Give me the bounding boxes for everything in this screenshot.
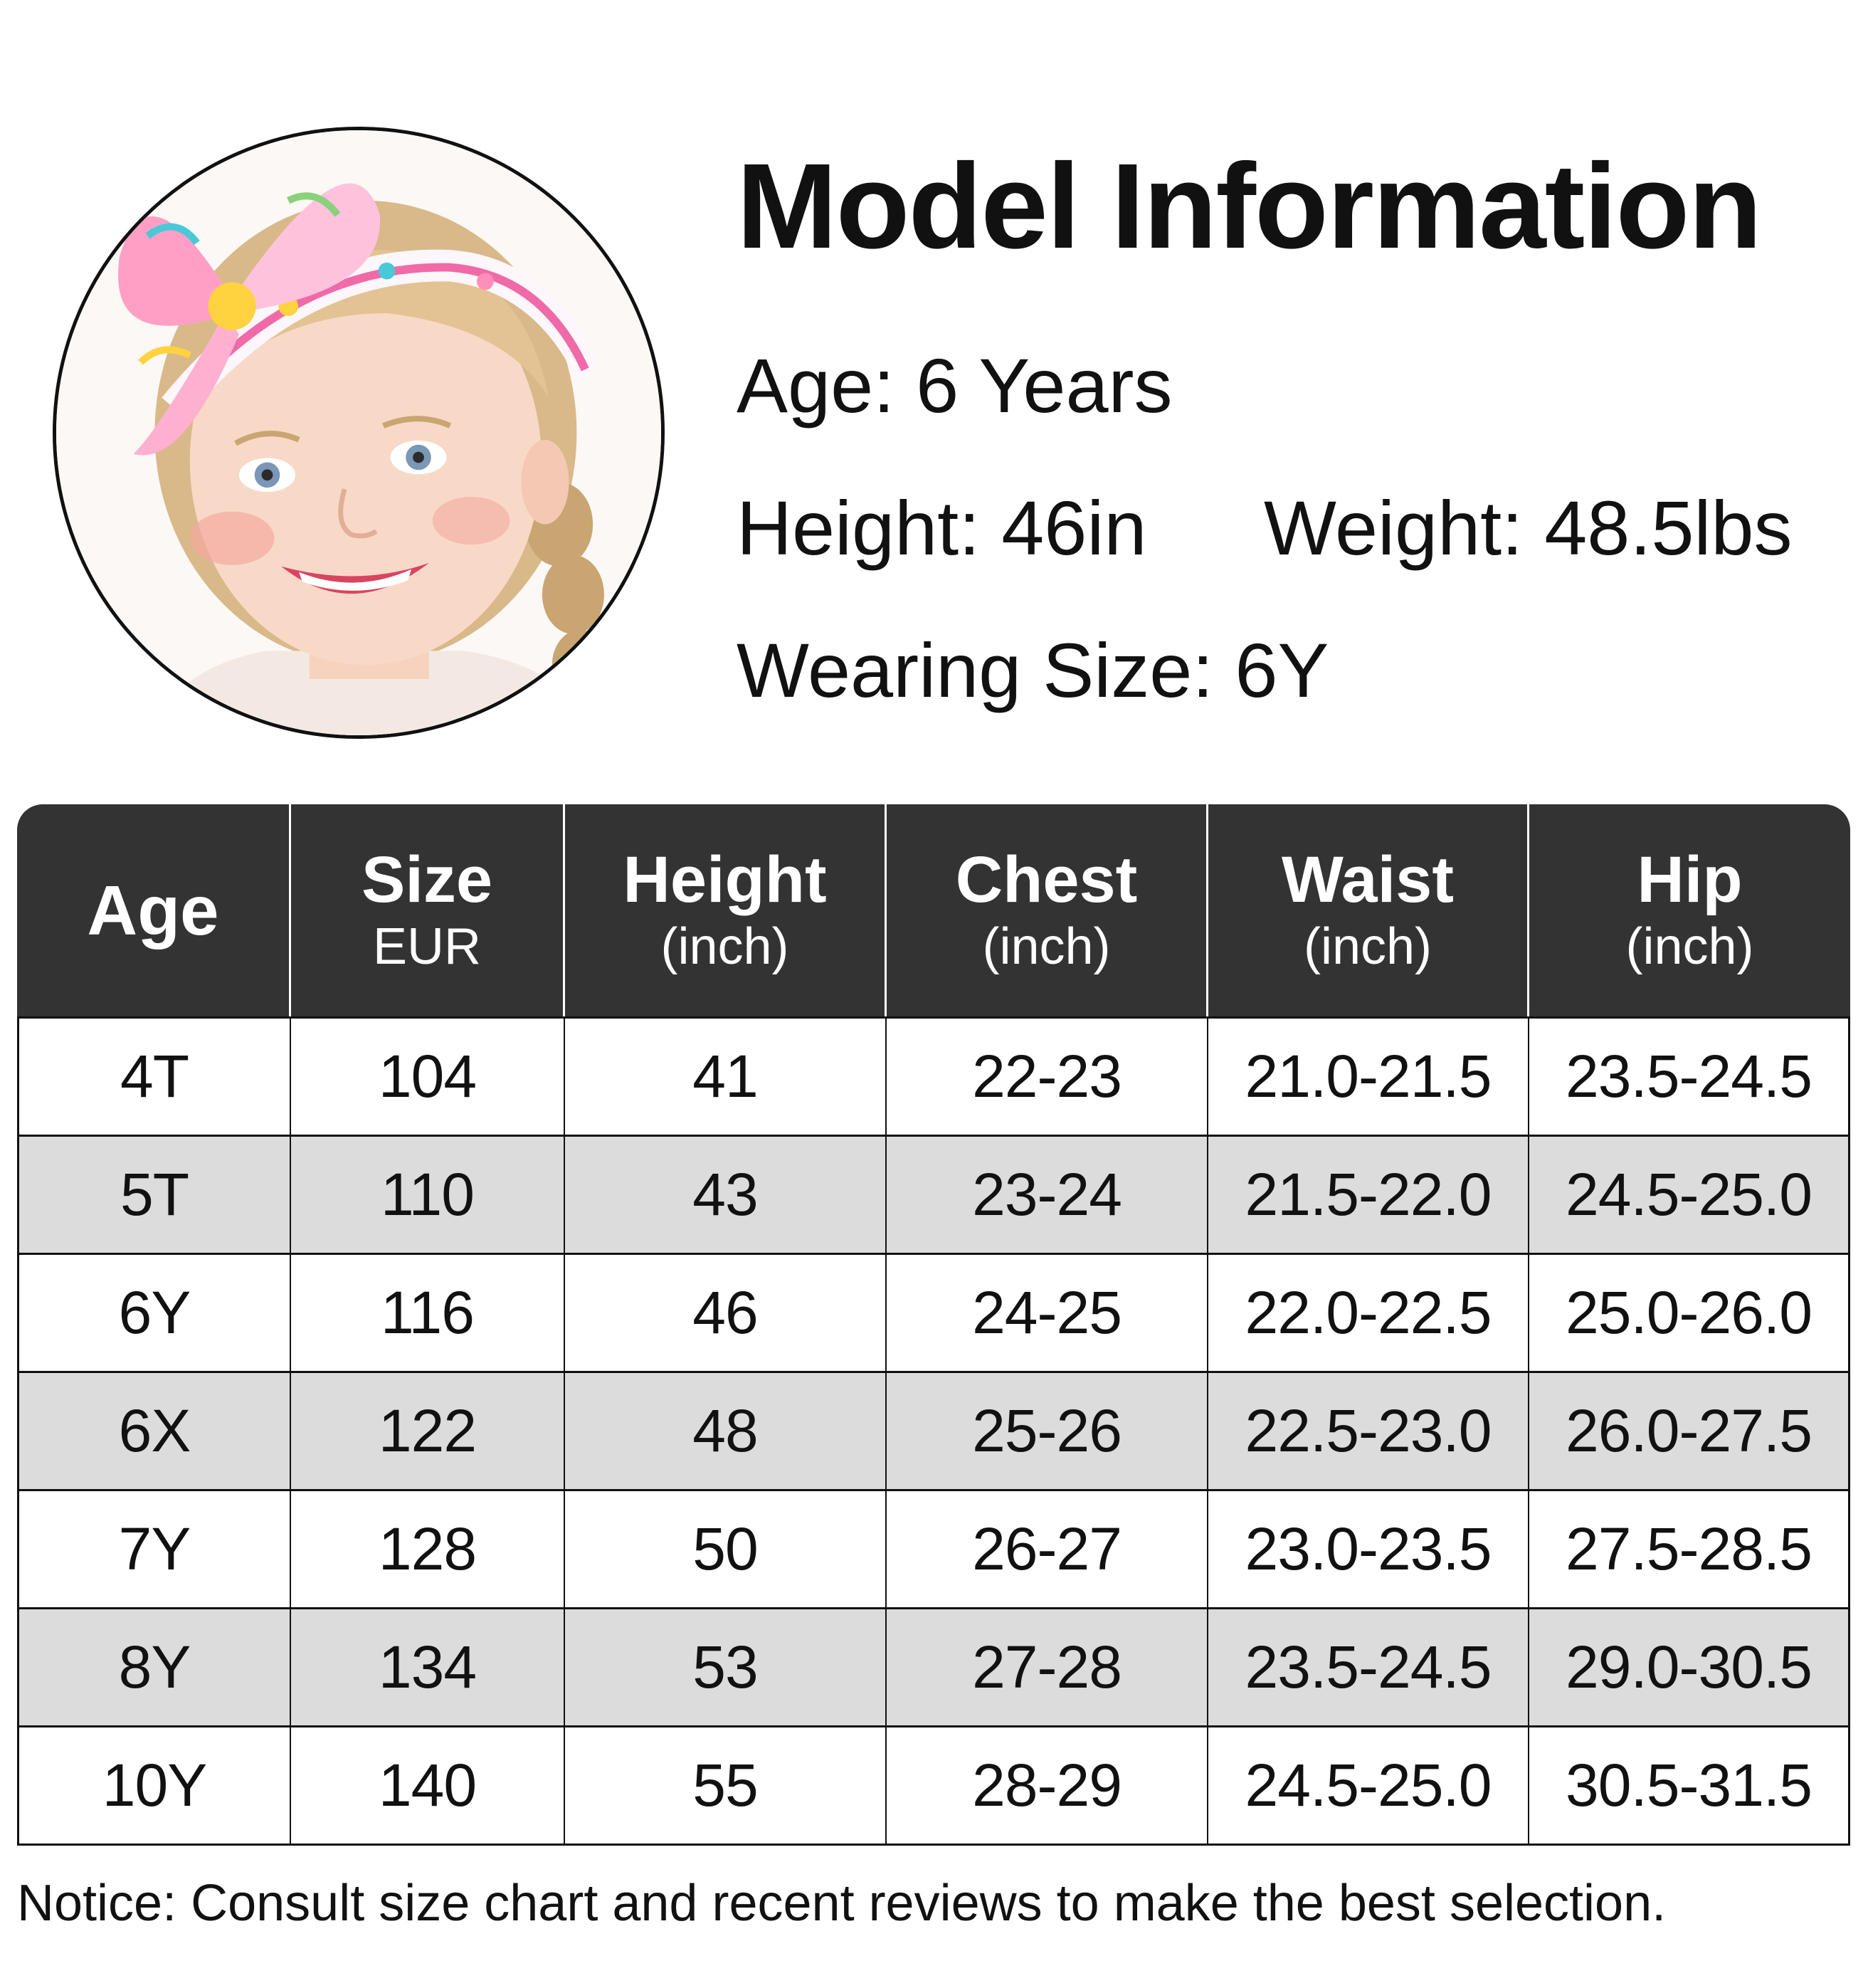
header-height-label: Height — [623, 843, 827, 917]
table-body: 4T 104 41 22-23 21.0-21.5 23.5-24.5 5T 1… — [17, 1016, 1850, 1846]
header-waist: Waist (inch) — [1208, 804, 1529, 1016]
header-chest-unit: (inch) — [982, 917, 1111, 975]
header-waist-label: Waist — [1282, 843, 1454, 917]
header-chest: Chest (inch) — [887, 804, 1208, 1016]
model-age: Age: 6 Years — [737, 342, 1173, 428]
header-age-label: Age — [87, 871, 219, 950]
cell-age: 8Y — [19, 1609, 291, 1725]
model-weight: Weight: 48.5lbs — [1264, 485, 1793, 571]
header-hip-unit: (inch) — [1625, 917, 1754, 975]
table-row: 10Y 140 55 28-29 24.5-25.0 30.5-31.5 — [19, 1725, 1848, 1844]
cell-chest: 25-26 — [887, 1373, 1208, 1489]
cell-height: 50 — [565, 1491, 887, 1607]
cell-chest: 26-27 — [887, 1491, 1208, 1607]
cell-age: 4T — [19, 1019, 291, 1135]
header-size-label: Size — [361, 843, 493, 917]
cell-age: 7Y — [19, 1491, 291, 1607]
cell-size: 122 — [291, 1373, 565, 1489]
cell-waist: 23.0-23.5 — [1208, 1491, 1529, 1607]
model-height: Height: 46in — [737, 485, 1147, 571]
cell-chest: 28-29 — [887, 1727, 1208, 1844]
cell-waist: 23.5-24.5 — [1208, 1609, 1529, 1725]
cell-waist: 21.0-21.5 — [1208, 1019, 1529, 1135]
model-info-title: Model Information — [737, 139, 1762, 274]
cell-height: 43 — [565, 1137, 887, 1253]
header-size-unit: EUR — [372, 917, 481, 975]
header-chest-label: Chest — [955, 843, 1138, 917]
cell-height: 46 — [565, 1255, 887, 1371]
cell-age: 10Y — [19, 1727, 291, 1844]
header-height-unit: (inch) — [660, 917, 789, 975]
cell-height: 55 — [565, 1727, 887, 1844]
cell-chest: 23-24 — [887, 1137, 1208, 1253]
table-row: 4T 104 41 22-23 21.0-21.5 23.5-24.5 — [19, 1016, 1848, 1135]
cell-chest: 27-28 — [887, 1609, 1208, 1725]
cell-hip: 24.5-25.0 — [1566, 1161, 1812, 1228]
header-height: Height (inch) — [565, 804, 887, 1016]
model-wearing-size: Wearing Size: 6Y — [737, 627, 1329, 713]
cell-size: 128 — [291, 1491, 565, 1607]
cell-size: 140 — [291, 1727, 565, 1844]
size-chart-table: Age Size EUR Height (inch) Chest (inch) … — [17, 804, 1850, 1846]
header-hip-label: Hip — [1637, 843, 1743, 917]
cell-hip: 30.5-31.5 — [1566, 1752, 1812, 1819]
cell-size: 110 — [291, 1137, 565, 1253]
cell-height: 53 — [565, 1609, 887, 1725]
cell-age: 6Y — [19, 1255, 291, 1371]
model-photo — [53, 127, 665, 739]
cell-age: 6X — [19, 1373, 291, 1489]
table-header-row: Age Size EUR Height (inch) Chest (inch) … — [17, 804, 1850, 1016]
cell-hip: 23.5-24.5 — [1566, 1043, 1812, 1110]
header-waist-unit: (inch) — [1303, 917, 1432, 975]
cell-size: 116 — [291, 1255, 565, 1371]
cell-waist: 21.5-22.0 — [1208, 1137, 1529, 1253]
cell-height: 48 — [565, 1373, 887, 1489]
header-hip: Hip (inch) — [1529, 804, 1850, 1016]
cell-hip: 26.0-27.5 — [1566, 1397, 1812, 1464]
table-row: 8Y 134 53 27-28 23.5-24.5 29.0-30.5 — [19, 1607, 1848, 1725]
cell-height: 41 — [565, 1019, 887, 1135]
child-portrait-illustration — [56, 130, 661, 735]
cell-hip: 29.0-30.5 — [1566, 1634, 1812, 1700]
cell-hip: 27.5-28.5 — [1566, 1515, 1812, 1582]
header-size: Size EUR — [291, 804, 565, 1016]
cell-size: 134 — [291, 1609, 565, 1725]
table-row: 6X 122 48 25-26 22.5-23.0 26.0-27.5 — [19, 1371, 1848, 1489]
cell-waist: 22.5-23.0 — [1208, 1373, 1529, 1489]
cell-waist: 22.0-22.5 — [1208, 1255, 1529, 1371]
notice-text: Notice: Consult size chart and recent re… — [17, 1875, 1667, 1932]
cell-age: 5T — [19, 1137, 291, 1253]
header-age: Age — [17, 804, 291, 1016]
cell-hip: 25.0-26.0 — [1566, 1279, 1812, 1346]
table-row: 7Y 128 50 26-27 23.0-23.5 27.5-28.5 — [19, 1489, 1848, 1607]
cell-size: 104 — [291, 1019, 565, 1135]
table-row: 5T 110 43 23-24 21.5-22.0 24.5-25.0 — [19, 1135, 1848, 1253]
cell-chest: 24-25 — [887, 1255, 1208, 1371]
cell-waist: 24.5-25.0 — [1208, 1727, 1529, 1844]
cell-chest: 22-23 — [887, 1019, 1208, 1135]
table-row: 6Y 116 46 24-25 22.0-22.5 25.0-26.0 — [19, 1253, 1848, 1371]
